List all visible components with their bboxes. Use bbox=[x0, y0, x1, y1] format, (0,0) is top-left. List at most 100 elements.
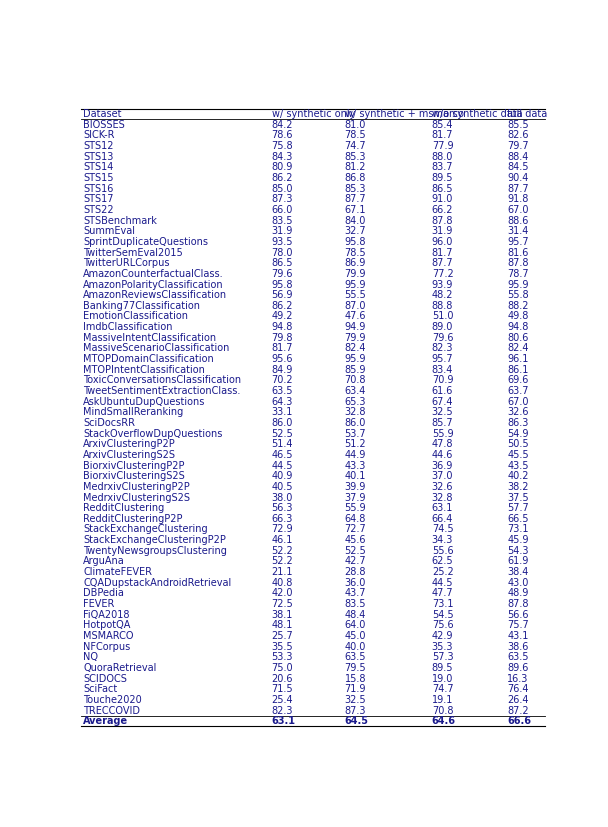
Text: 82.4: 82.4 bbox=[345, 343, 366, 353]
Text: 44.6: 44.6 bbox=[432, 450, 453, 460]
Text: 89.5: 89.5 bbox=[432, 663, 453, 673]
Text: 33.1: 33.1 bbox=[272, 408, 293, 418]
Text: 85.9: 85.9 bbox=[345, 365, 366, 375]
Text: NQ: NQ bbox=[83, 653, 98, 662]
Text: 75.8: 75.8 bbox=[272, 141, 293, 151]
Text: 63.7: 63.7 bbox=[507, 386, 528, 396]
Text: 79.9: 79.9 bbox=[345, 332, 366, 342]
Text: AskUbuntuDupQuestions: AskUbuntuDupQuestions bbox=[83, 397, 206, 407]
Text: 87.8: 87.8 bbox=[507, 599, 528, 609]
Text: 31.9: 31.9 bbox=[272, 227, 293, 237]
Text: 63.4: 63.4 bbox=[345, 386, 366, 396]
Text: CQADupstackAndroidRetrieval: CQADupstackAndroidRetrieval bbox=[83, 578, 231, 588]
Text: 75.7: 75.7 bbox=[507, 620, 529, 630]
Text: 37.5: 37.5 bbox=[507, 493, 529, 503]
Text: 19.1: 19.1 bbox=[432, 695, 453, 705]
Text: 95.9: 95.9 bbox=[345, 280, 366, 289]
Text: AmazonReviewsClassification: AmazonReviewsClassification bbox=[83, 290, 227, 300]
Text: 87.7: 87.7 bbox=[432, 258, 454, 268]
Text: RedditClustering: RedditClustering bbox=[83, 503, 164, 514]
Text: 67.0: 67.0 bbox=[507, 397, 528, 407]
Text: 52.5: 52.5 bbox=[345, 546, 367, 556]
Text: MassiveScenarioClassification: MassiveScenarioClassification bbox=[83, 343, 229, 353]
Text: 64.0: 64.0 bbox=[345, 620, 366, 630]
Text: 32.6: 32.6 bbox=[432, 482, 453, 492]
Text: ClimateFEVER: ClimateFEVER bbox=[83, 567, 152, 577]
Text: TwitterURLCorpus: TwitterURLCorpus bbox=[83, 258, 170, 268]
Text: 54.9: 54.9 bbox=[507, 428, 528, 438]
Text: 15.8: 15.8 bbox=[345, 673, 366, 684]
Text: 94.9: 94.9 bbox=[345, 322, 366, 332]
Text: RedditClusteringP2P: RedditClusteringP2P bbox=[83, 514, 182, 523]
Text: 55.9: 55.9 bbox=[345, 503, 366, 514]
Text: 85.4: 85.4 bbox=[432, 120, 453, 130]
Text: 66.0: 66.0 bbox=[272, 205, 293, 215]
Text: 86.8: 86.8 bbox=[345, 173, 366, 183]
Text: 85.3: 85.3 bbox=[345, 151, 366, 162]
Text: 84.5: 84.5 bbox=[507, 162, 528, 172]
Text: MedrxivClusteringP2P: MedrxivClusteringP2P bbox=[83, 482, 190, 492]
Text: 89.0: 89.0 bbox=[432, 322, 453, 332]
Text: 82.3: 82.3 bbox=[272, 705, 293, 715]
Text: 48.9: 48.9 bbox=[507, 588, 528, 599]
Text: 84.9: 84.9 bbox=[272, 365, 293, 375]
Text: BiorxivClusteringP2P: BiorxivClusteringP2P bbox=[83, 461, 185, 471]
Text: 87.8: 87.8 bbox=[432, 216, 453, 226]
Text: 94.8: 94.8 bbox=[272, 322, 293, 332]
Text: 28.8: 28.8 bbox=[345, 567, 366, 577]
Text: 91.8: 91.8 bbox=[507, 194, 528, 204]
Text: 79.9: 79.9 bbox=[345, 269, 366, 279]
Text: 78.6: 78.6 bbox=[272, 131, 293, 141]
Text: 51.2: 51.2 bbox=[345, 439, 366, 449]
Text: 45.0: 45.0 bbox=[345, 631, 366, 641]
Text: 75.0: 75.0 bbox=[272, 663, 293, 673]
Text: MTOPIntentClassification: MTOPIntentClassification bbox=[83, 365, 205, 375]
Text: 64.8: 64.8 bbox=[345, 514, 366, 523]
Text: 76.4: 76.4 bbox=[507, 684, 528, 694]
Text: 77.2: 77.2 bbox=[432, 269, 454, 279]
Text: StackExchangeClusteringP2P: StackExchangeClusteringP2P bbox=[83, 535, 226, 545]
Text: 83.4: 83.4 bbox=[432, 365, 453, 375]
Text: 81.6: 81.6 bbox=[507, 247, 528, 257]
Text: 88.4: 88.4 bbox=[507, 151, 528, 162]
Text: 49.2: 49.2 bbox=[272, 312, 293, 322]
Text: 96.0: 96.0 bbox=[432, 237, 453, 247]
Text: 25.7: 25.7 bbox=[272, 631, 293, 641]
Text: DBPedia: DBPedia bbox=[83, 588, 124, 599]
Text: 67.4: 67.4 bbox=[432, 397, 453, 407]
Text: 73.1: 73.1 bbox=[507, 524, 528, 534]
Text: 86.5: 86.5 bbox=[432, 184, 453, 194]
Text: 32.5: 32.5 bbox=[345, 695, 366, 705]
Text: 65.3: 65.3 bbox=[345, 397, 366, 407]
Text: 63.1: 63.1 bbox=[272, 716, 295, 726]
Text: TwitterSemEval2015: TwitterSemEval2015 bbox=[83, 247, 183, 257]
Text: ToxicConversationsClassification: ToxicConversationsClassification bbox=[83, 375, 241, 385]
Text: 95.8: 95.8 bbox=[345, 237, 366, 247]
Text: 49.8: 49.8 bbox=[507, 312, 528, 322]
Text: 84.2: 84.2 bbox=[272, 120, 293, 130]
Text: 86.0: 86.0 bbox=[272, 418, 293, 428]
Text: 64.3: 64.3 bbox=[272, 397, 293, 407]
Text: 37.0: 37.0 bbox=[432, 471, 453, 481]
Text: 40.5: 40.5 bbox=[272, 482, 293, 492]
Text: STS17: STS17 bbox=[83, 194, 114, 204]
Text: Touche2020: Touche2020 bbox=[83, 695, 142, 705]
Text: 51.0: 51.0 bbox=[432, 312, 453, 322]
Text: 56.9: 56.9 bbox=[272, 290, 293, 300]
Text: 86.2: 86.2 bbox=[272, 301, 293, 311]
Text: FiQA2018: FiQA2018 bbox=[83, 609, 130, 619]
Text: Banking77Classification: Banking77Classification bbox=[83, 301, 200, 311]
Text: 93.5: 93.5 bbox=[272, 237, 293, 247]
Text: 79.7: 79.7 bbox=[507, 141, 529, 151]
Text: 25.2: 25.2 bbox=[432, 567, 454, 577]
Text: 55.9: 55.9 bbox=[432, 428, 454, 438]
Text: STS16: STS16 bbox=[83, 184, 114, 194]
Text: 46.5: 46.5 bbox=[272, 450, 293, 460]
Text: 40.9: 40.9 bbox=[272, 471, 293, 481]
Text: 79.8: 79.8 bbox=[272, 332, 293, 342]
Text: 87.7: 87.7 bbox=[345, 194, 366, 204]
Text: 32.7: 32.7 bbox=[345, 227, 366, 237]
Text: 66.6: 66.6 bbox=[507, 716, 531, 726]
Text: 66.5: 66.5 bbox=[507, 514, 528, 523]
Text: 43.3: 43.3 bbox=[345, 461, 366, 471]
